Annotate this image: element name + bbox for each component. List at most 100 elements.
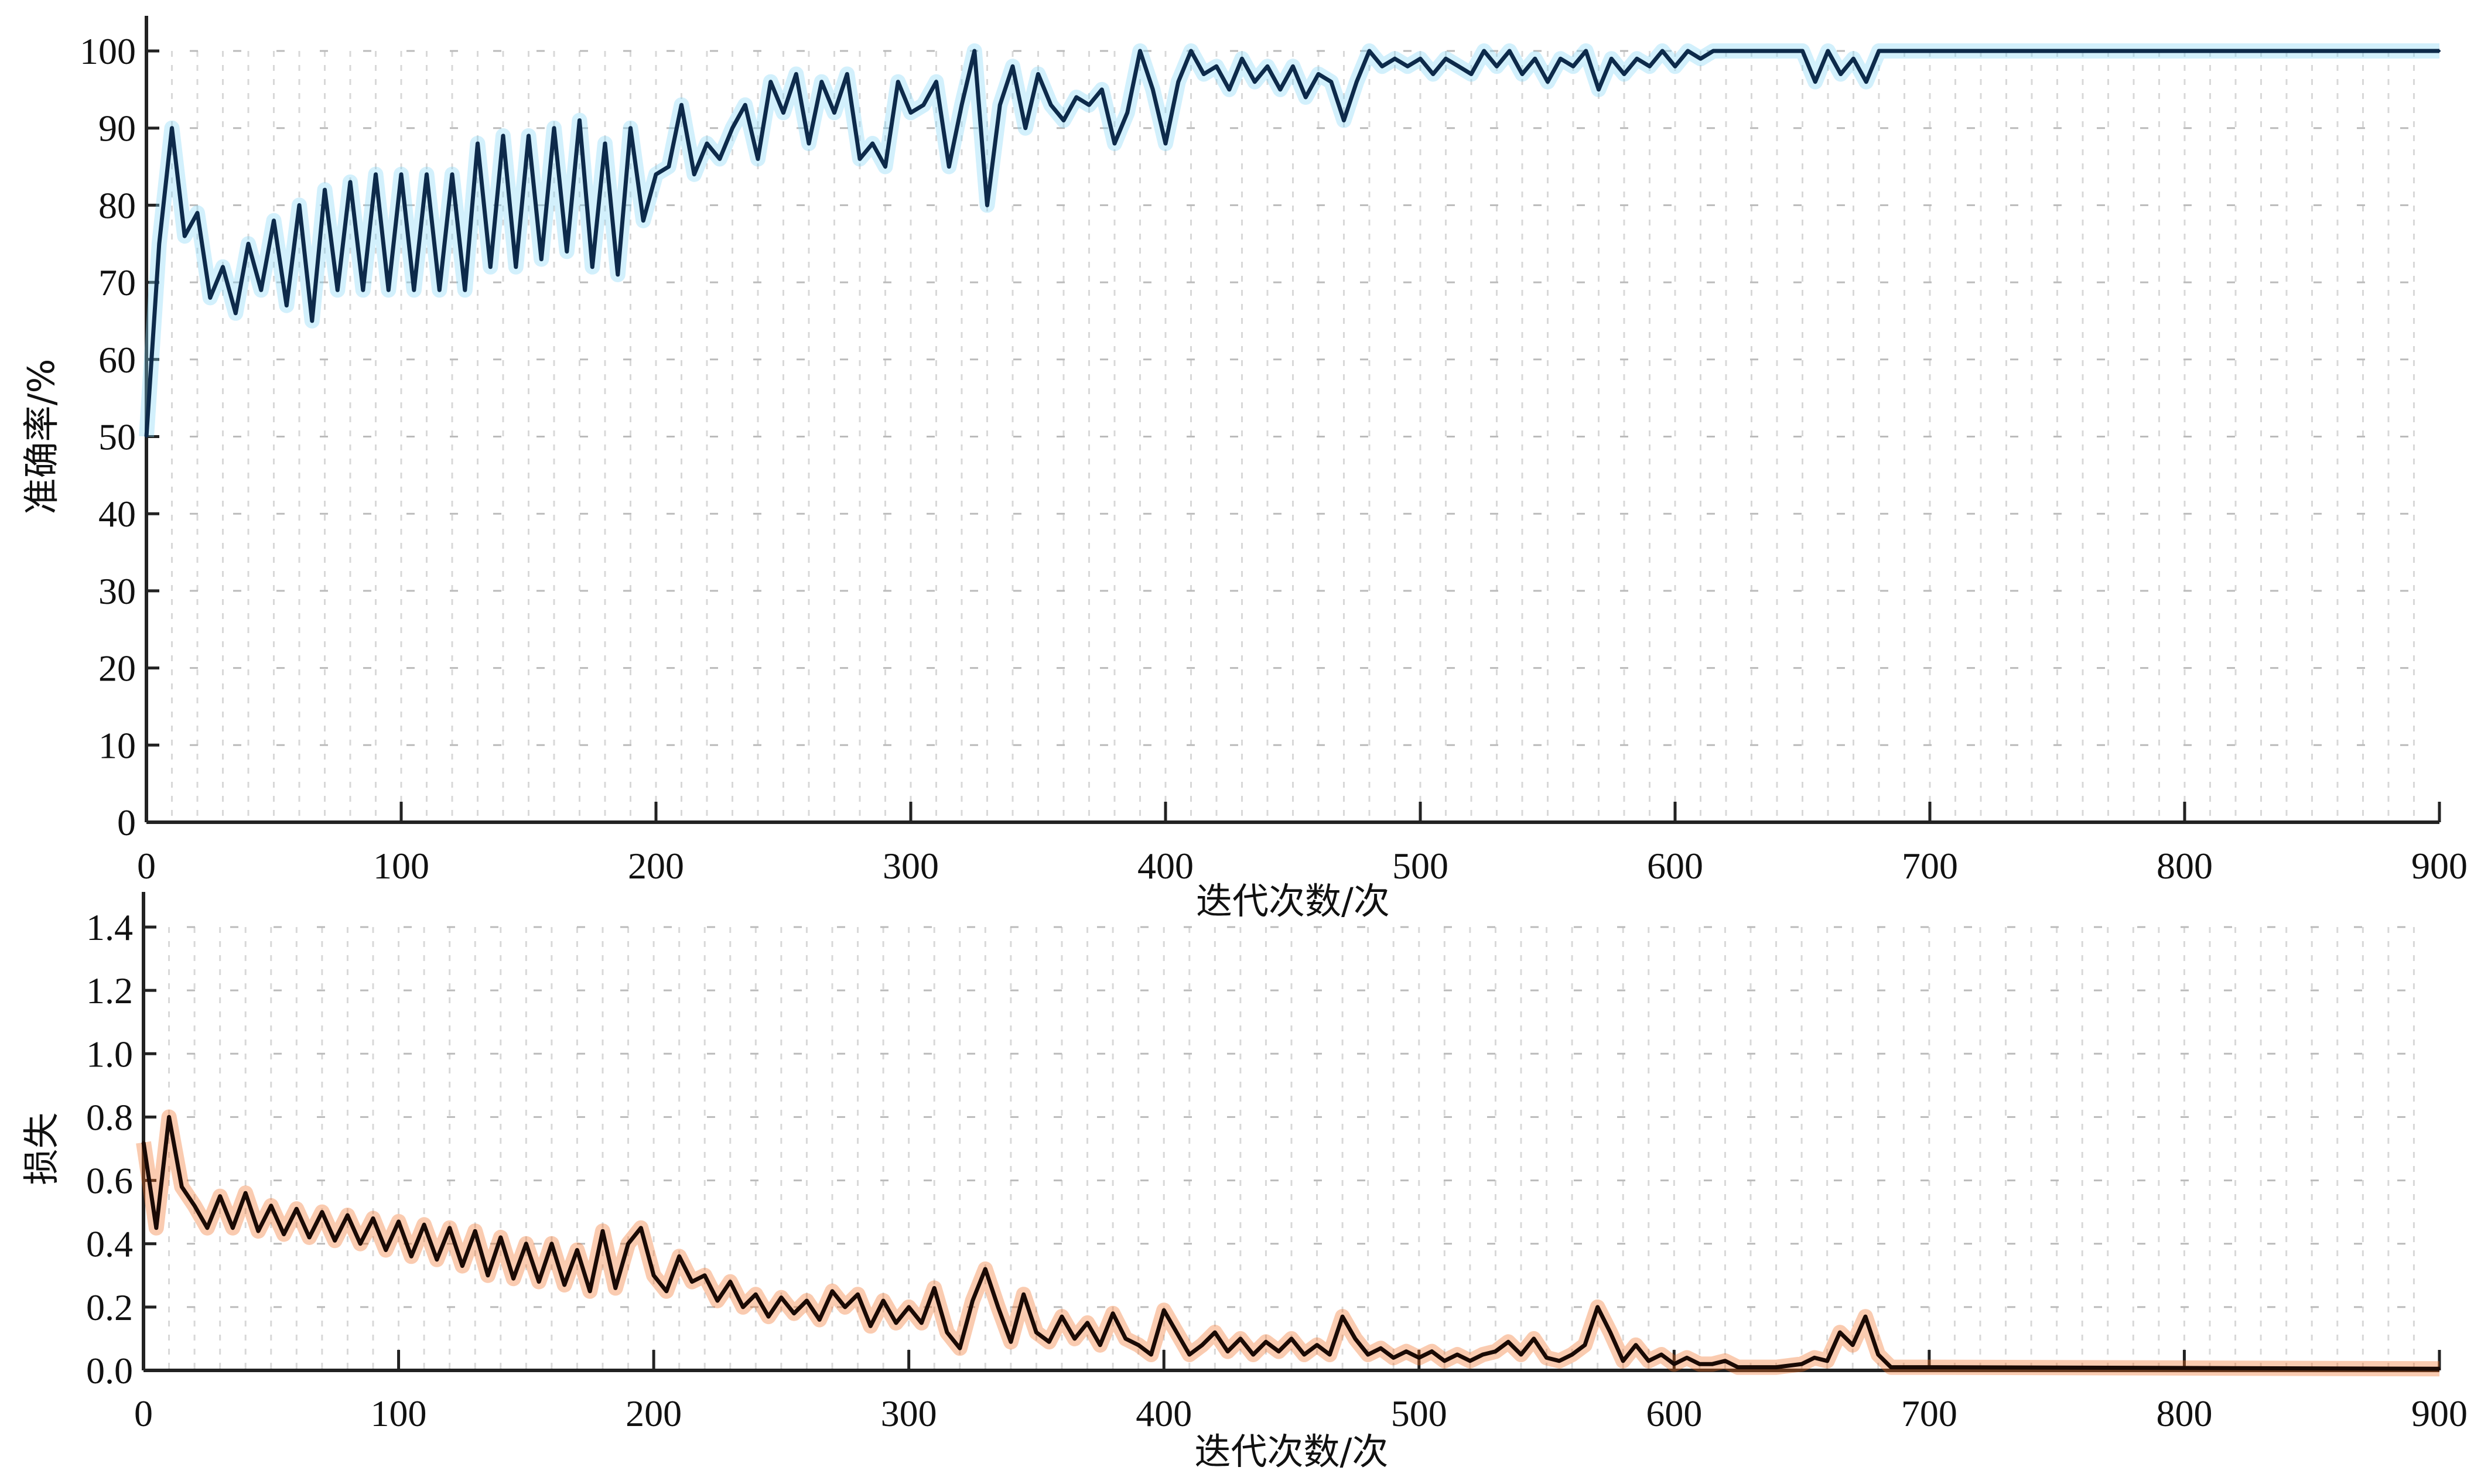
data-point: [346, 1214, 349, 1217]
data-point: [1137, 1343, 1140, 1346]
data-point: [1648, 65, 1651, 68]
data-point: [1126, 111, 1129, 114]
data-point: [1622, 1359, 1625, 1362]
data-point: [780, 1296, 782, 1299]
data-point: [1164, 142, 1167, 145]
data-point: [1673, 1363, 1676, 1366]
data-point: [1277, 1350, 1280, 1353]
data-point: [1024, 126, 1027, 129]
y-tick-label: 40: [98, 493, 136, 535]
y-tick-label: 1.0: [86, 1033, 133, 1075]
data-point: [1366, 1353, 1369, 1356]
data-point: [1839, 73, 1842, 76]
data-point: [412, 289, 415, 292]
data-point: [884, 165, 887, 168]
y-tick-label: 30: [98, 570, 136, 612]
data-point: [616, 273, 619, 276]
data-point: [820, 80, 823, 83]
x-axis-label: 迭代次数/次: [1195, 1430, 1389, 1473]
x-tick-label: 100: [371, 1393, 427, 1434]
data-point: [553, 126, 555, 129]
data-point: [795, 73, 798, 76]
data-point: [1075, 96, 1078, 99]
data-point: [1583, 1343, 1586, 1346]
data-point: [2438, 50, 2441, 52]
data-point: [1112, 1312, 1115, 1315]
data-point: [1252, 1353, 1255, 1356]
data-point: [387, 289, 390, 292]
data-point: [1775, 1366, 1778, 1369]
data-point: [871, 142, 874, 145]
data-point: [1443, 1359, 1446, 1362]
data-point: [1151, 88, 1154, 91]
data-point: [1559, 57, 1562, 60]
data-point: [1239, 1337, 1242, 1340]
data-point: [1674, 65, 1676, 68]
y-tick-label: 100: [80, 30, 136, 72]
data-point: [1342, 119, 1345, 122]
data-point: [1801, 50, 1804, 52]
data-point: [1597, 88, 1600, 91]
x-tick-label: 800: [2157, 845, 2213, 887]
data-point: [782, 111, 785, 114]
data-point: [1050, 104, 1052, 107]
y-tick-label: 70: [98, 262, 136, 303]
data-point: [1037, 73, 1040, 76]
x-tick-label: 200: [626, 1393, 682, 1434]
data-point: [1572, 65, 1574, 68]
data-point: [984, 1267, 987, 1270]
data-point: [629, 126, 632, 129]
data-point: [1482, 50, 1485, 52]
data-point: [1571, 1353, 1574, 1356]
data-point: [1177, 80, 1180, 83]
data-point: [602, 1230, 604, 1233]
data-point: [525, 1242, 528, 1245]
data-point: [463, 289, 466, 292]
data-point: [1150, 1353, 1153, 1356]
data-point: [257, 1230, 259, 1233]
data-point: [527, 134, 530, 137]
data-point: [231, 1226, 234, 1229]
data-point: [678, 1255, 681, 1258]
data-point: [729, 1280, 732, 1283]
data-point: [1330, 80, 1332, 83]
data-point: [1889, 1366, 1892, 1369]
data-point: [206, 1226, 209, 1229]
data-point: [655, 173, 657, 176]
data-point: [1686, 50, 1689, 52]
data-point: [540, 258, 543, 261]
accuracy-plot: 0 10 20 30 40 50 60 70 80 90 100 0 100 200 300 400 500 60…: [20, 16, 2468, 922]
x-tick-label: 900: [2411, 1393, 2468, 1434]
data-point: [1101, 88, 1103, 91]
x-tick-label: 600: [1647, 845, 1703, 887]
y-tick-label: 0.6: [86, 1160, 133, 1202]
data-point: [397, 1220, 400, 1223]
data-point: [1508, 50, 1511, 52]
data-point: [1202, 73, 1205, 76]
data-point: [833, 111, 836, 114]
data-point: [1724, 1359, 1727, 1362]
data-point: [1392, 1356, 1395, 1359]
data-point: [591, 265, 594, 268]
data-point: [1061, 1315, 1063, 1318]
x-tick-label: 300: [881, 1393, 937, 1434]
data-point: [1851, 1343, 1854, 1346]
x-tick-label: 700: [1901, 1393, 1957, 1434]
data-point: [1456, 1353, 1459, 1356]
data-point: [451, 173, 453, 176]
loss-plot: 0.0 0.2 0.4 0.6 0.8 1.0 1.2 1.4 0 100 200 300 400 500…: [20, 892, 2468, 1473]
data-point: [1086, 1321, 1089, 1324]
data-point: [808, 142, 810, 145]
data-point: [1545, 1356, 1548, 1359]
data-point: [298, 204, 300, 207]
data-point: [221, 265, 224, 268]
data-point: [843, 1305, 846, 1308]
data-point: [831, 1290, 833, 1292]
x-tick-label: 100: [373, 845, 429, 887]
data-point: [665, 1290, 668, 1292]
data-point: [1190, 50, 1192, 52]
data-point: [741, 1305, 744, 1308]
data-point: [1088, 104, 1091, 107]
data-point: [1303, 1353, 1306, 1356]
data-point: [1749, 1366, 1752, 1369]
